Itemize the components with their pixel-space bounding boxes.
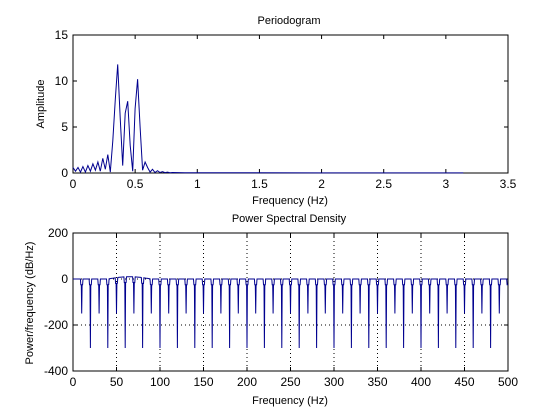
periodogram-ytick-label: 0 (61, 166, 68, 180)
periodogram-series-line (72, 64, 464, 174)
psd-title: Power Spectral Density (232, 213, 347, 225)
periodogram-ytick-label: 5 (61, 120, 68, 134)
periodogram-ytick-label: 15 (55, 28, 69, 42)
periodogram-axes-box (72, 34, 509, 174)
periodogram-title: Periodogram (258, 15, 321, 27)
psd-series-line (73, 276, 508, 349)
psd-ytick-label: -200 (44, 318, 68, 332)
periodogram-xtick-label: 3 (443, 177, 450, 191)
periodogram-subplot: Periodogram 0 0.5 1 1.5 2 2.5 3 3.5 0 5 10 15 Frequ… (35, 15, 517, 207)
psd-ytick-label: 200 (48, 226, 68, 240)
psd-ylabel: Power/frequency (dB/Hz) (24, 242, 36, 365)
periodogram-xtick-label: 0 (70, 177, 77, 191)
psd-xtick-label: 500 (498, 375, 518, 389)
periodogram-xtick-label: 3.5 (500, 177, 517, 191)
periodogram-xtick-label: 0.5 (127, 177, 144, 191)
psd-ytick-label: -400 (44, 364, 68, 378)
psd-xlabel: Frequency (Hz) (252, 395, 328, 407)
periodogram-xtick-label: 2.5 (375, 177, 392, 191)
periodogram-ticks: 0 0.5 1 1.5 2 2.5 3 3.5 0 5 10 15 (55, 28, 517, 191)
periodogram-xtick-label: 2 (318, 177, 325, 191)
psd-xtick-label: 450 (454, 375, 474, 389)
psd-ticks: 0 50 100 150 200 250 300 350 400 450 500 -400 -200 0 2… (44, 226, 518, 389)
periodogram-xtick-label: 1.5 (251, 177, 268, 191)
psd-xtick-label: 300 (324, 375, 344, 389)
psd-xtick-label: 250 (280, 375, 300, 389)
periodogram-ytick-label: 10 (55, 74, 69, 88)
periodogram-xtick-label: 1 (194, 177, 201, 191)
psd-xtick-label: 350 (367, 375, 387, 389)
periodogram-xlabel: Frequency (Hz) (252, 195, 328, 207)
psd-xtick-label: 150 (193, 375, 213, 389)
psd-xtick-label: 0 (70, 375, 77, 389)
psd-xtick-label: 100 (150, 375, 170, 389)
psd-xtick-label: 200 (237, 375, 257, 389)
periodogram-ylabel: Amplitude (35, 80, 47, 129)
psd-xtick-label: 50 (110, 375, 124, 389)
psd-ytick-label: 0 (61, 272, 68, 286)
psd-subplot: Power Spectral Density 0 50 100 150 200 250 30… (24, 213, 518, 407)
psd-xtick-label: 400 (411, 375, 431, 389)
